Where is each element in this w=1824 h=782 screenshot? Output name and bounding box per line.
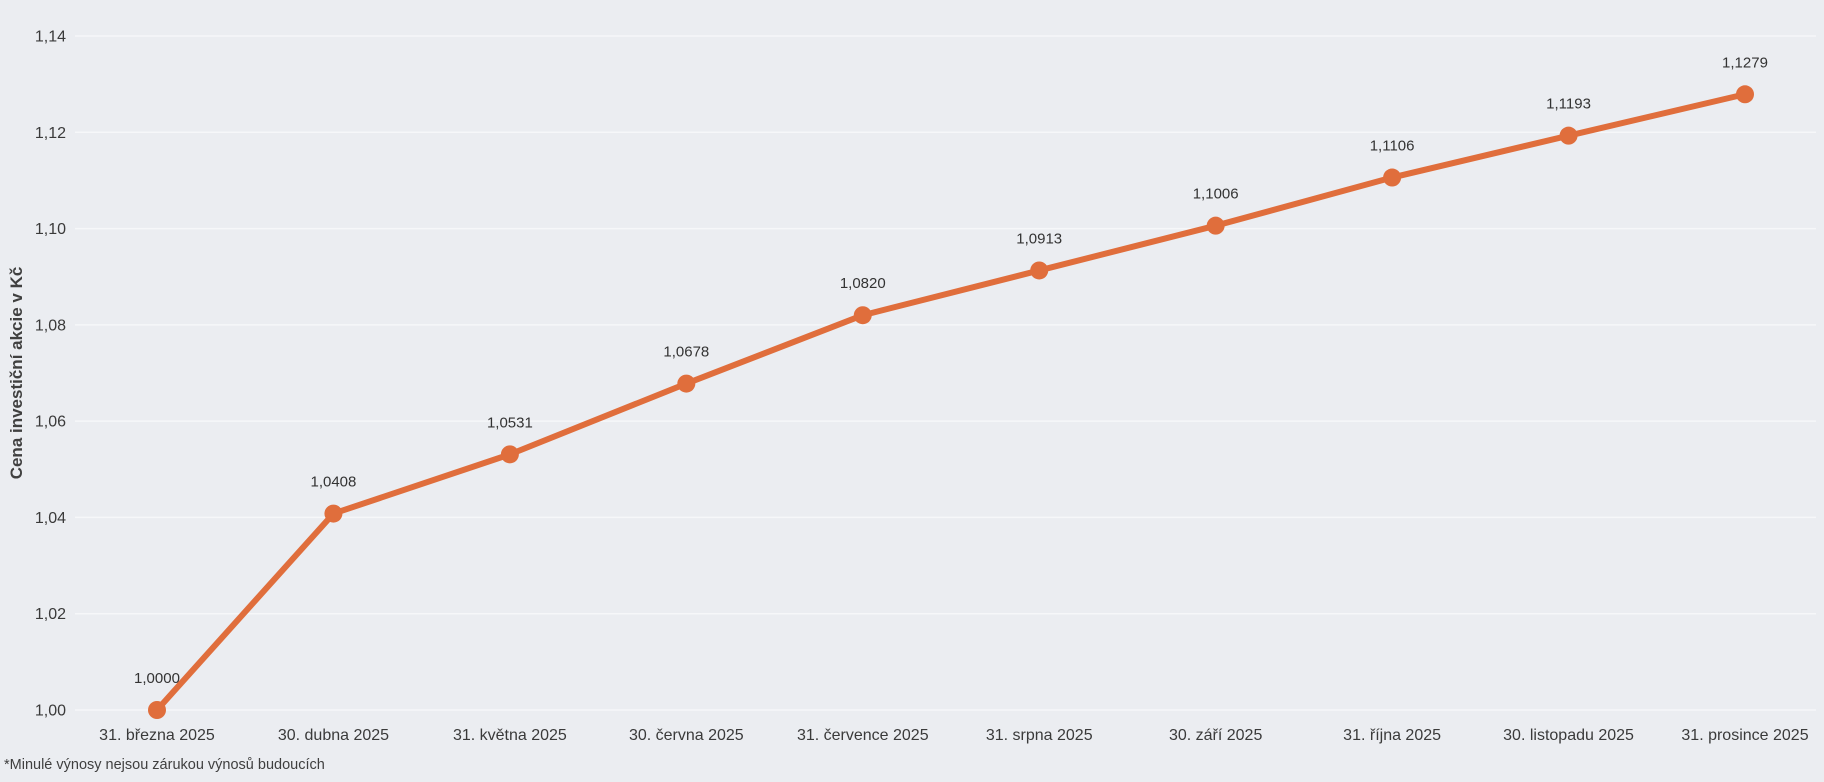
data-point-marker — [148, 701, 166, 719]
x-tick-label: 31. července 2025 — [797, 727, 929, 744]
data-point-label: 1,0531 — [487, 414, 533, 431]
x-tick-label: 31. března 2025 — [99, 727, 215, 744]
y-tick-label: 1,04 — [35, 510, 66, 527]
price-series — [148, 85, 1754, 719]
data-point-marker — [1206, 216, 1225, 235]
y-axis-title: Cena investiční akcie v Kč — [7, 267, 26, 480]
y-tick-label: 1,02 — [35, 606, 66, 623]
data-point-label: 1,0678 — [663, 344, 709, 361]
data-point-marker — [1559, 126, 1578, 145]
y-tick-label: 1,14 — [35, 29, 66, 46]
data-point-marker — [500, 445, 519, 464]
data-point-label: 1,1279 — [1722, 54, 1768, 71]
x-axis-tick-labels: 31. března 2025 30. dubna 2025 31. května … — [99, 727, 1809, 744]
y-tick-label: 1,06 — [35, 414, 66, 431]
x-tick-label: 30. dubna 2025 — [278, 727, 389, 744]
y-tick-label: 1,12 — [35, 125, 66, 142]
data-point-marker — [853, 306, 872, 325]
data-point-label: 1,0408 — [310, 474, 356, 491]
data-point-marker — [324, 504, 343, 523]
gridlines — [75, 35, 1816, 711]
data-point-marker — [1383, 168, 1402, 187]
x-tick-label: 30. června 2025 — [629, 727, 744, 744]
data-point-label: 1,1006 — [1193, 186, 1239, 203]
x-tick-label: 31. května 2025 — [453, 727, 567, 744]
data-point-label: 1,1106 — [1370, 138, 1415, 155]
y-tick-label: 1,10 — [35, 221, 66, 238]
x-tick-label: 31. prosince 2025 — [1681, 727, 1808, 744]
data-point-label: 1,1193 — [1546, 96, 1591, 113]
x-tick-label: 31. srpna 2025 — [986, 727, 1093, 744]
series-line — [154, 91, 1748, 713]
data-point-label: 1,0820 — [840, 275, 886, 292]
data-point-marker — [1736, 85, 1754, 104]
data-point-label: 1,0000 — [134, 670, 180, 687]
y-tick-label: 1,08 — [35, 317, 66, 334]
data-point-labels: 1,0000 1,0408 1,0531 1,0678 1,0820 1,0913 1,10… — [134, 54, 1768, 687]
footnote-disclaimer: *Minulé výnosy nejsou zárukou výnosů bud… — [4, 757, 325, 773]
data-point-label: 1,0913 — [1016, 230, 1062, 247]
x-tick-label: 30. září 2025 — [1169, 727, 1263, 744]
x-tick-label: 31. října 2025 — [1343, 727, 1441, 744]
x-tick-label: 30. listopadu 2025 — [1503, 727, 1634, 744]
y-tick-label: 1,00 — [35, 703, 66, 720]
data-point-marker — [677, 374, 696, 393]
y-axis-tick-labels: 1,00 1,02 1,04 1,06 1,08 1,10 1,12 1,14 — [35, 29, 66, 720]
data-point-marker — [1030, 261, 1049, 280]
